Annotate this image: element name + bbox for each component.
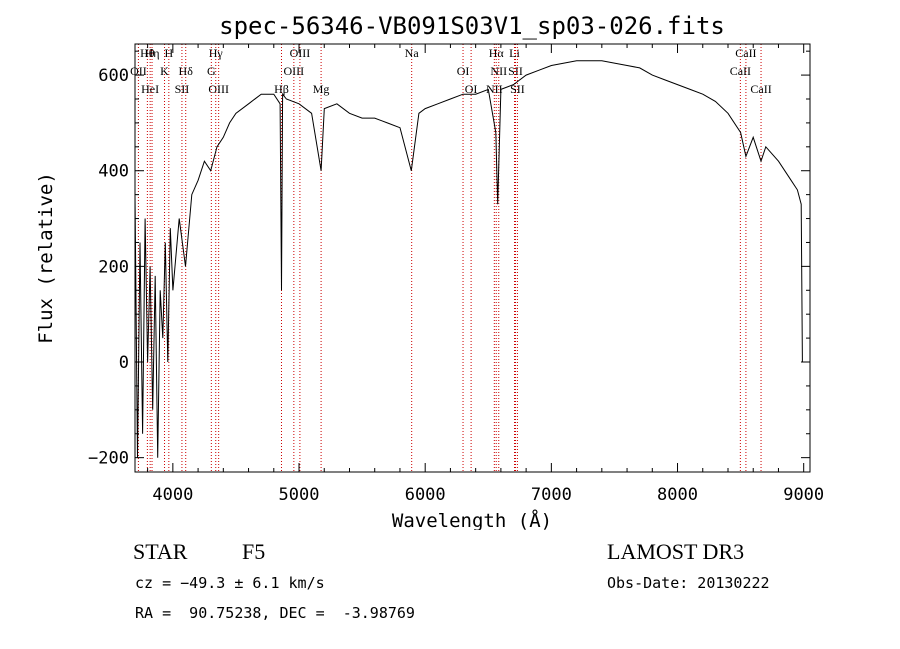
y-tick-label: 400	[98, 162, 129, 182]
spectral-line-label: Hβ	[274, 82, 289, 96]
spectral-line-label: OIII	[290, 46, 311, 60]
spectral-line-label: OII	[130, 64, 147, 78]
y-tick-label: 0	[119, 353, 129, 373]
spectral-line-label: G	[207, 64, 216, 78]
spectral-line-label: SII	[508, 64, 523, 78]
spectral-line-label: OIII	[208, 82, 229, 96]
spectral-line-label: CaII	[750, 82, 771, 96]
y-tick-label: −200	[88, 449, 129, 469]
y-tick-label: 600	[98, 66, 129, 86]
plot-frame	[134, 43, 811, 473]
spectral-line-label: Hη	[145, 46, 160, 60]
x-axis: 4000 5000 6000 7000 8000 9000	[147, 44, 824, 505]
spectral-line-label: H	[164, 46, 173, 60]
x-tick-label: 6000	[405, 485, 446, 505]
survey-name: LAMOST DR3	[607, 539, 745, 564]
spectral-line-label: K	[160, 64, 169, 78]
object-class: STAR	[133, 539, 188, 564]
object-subclass: F5	[242, 539, 266, 564]
spectrum-layer	[134, 60, 804, 458]
obs-date: Obs-Date: 20130222	[607, 574, 770, 592]
x-tick-label: 5000	[279, 485, 320, 505]
chart-title: spec-56346-VB091S03V1_sp03-026.fits	[219, 12, 725, 40]
redshift-value: cz = −49.3 ± 6.1 km/s	[135, 574, 325, 592]
spectral-line-label: OI	[457, 64, 470, 78]
spectral-line-label: Hα	[489, 46, 505, 60]
spectrum-chart: spec-56346-VB091S03V1_sp03-026.fits Hθ OI…	[35, 12, 824, 530]
spectral-line-label: Mg	[313, 82, 330, 96]
spectral-line-label: OIII	[284, 64, 305, 78]
spectral-line-label: CaII	[730, 64, 751, 78]
spectral-line-label: Hγ	[209, 46, 224, 60]
spectral-line-label: Hθ	[140, 46, 155, 60]
x-tick-label: 8000	[657, 485, 698, 505]
coordinates: RA = 90.75238, DEC = -3.98769	[135, 604, 415, 622]
spectral-line-label: SII	[510, 82, 525, 96]
spectral-line-label: OI	[465, 82, 478, 96]
spectral-line-label: Hδ	[179, 64, 194, 78]
y-axis-label: Flux (relative)	[35, 172, 57, 344]
y-axis: −200 0 200 400 600	[88, 50, 810, 469]
spectral-line-label: NII	[490, 64, 507, 78]
y-tick-label: 200	[98, 257, 129, 277]
x-tick-label: 7000	[531, 485, 572, 505]
x-tick-label: 9000	[783, 485, 824, 505]
spectral-line-label: Li	[509, 46, 520, 60]
spectral-line-label: HeI	[141, 82, 159, 96]
spectral-line-label: CaII	[735, 46, 756, 60]
spectral-line-label: Na	[405, 46, 420, 60]
spectral-lines-layer: Hθ OII HeI HηK SII H Hδ OIII Hγ G Hβ OIII OIII Mg Na OI…	[130, 44, 772, 472]
spectral-line-label: SII	[175, 82, 190, 96]
spectrum-line	[134, 60, 804, 458]
x-axis-label: Wavelength (Å)	[392, 509, 552, 530]
x-tick-label: 4000	[152, 485, 193, 505]
